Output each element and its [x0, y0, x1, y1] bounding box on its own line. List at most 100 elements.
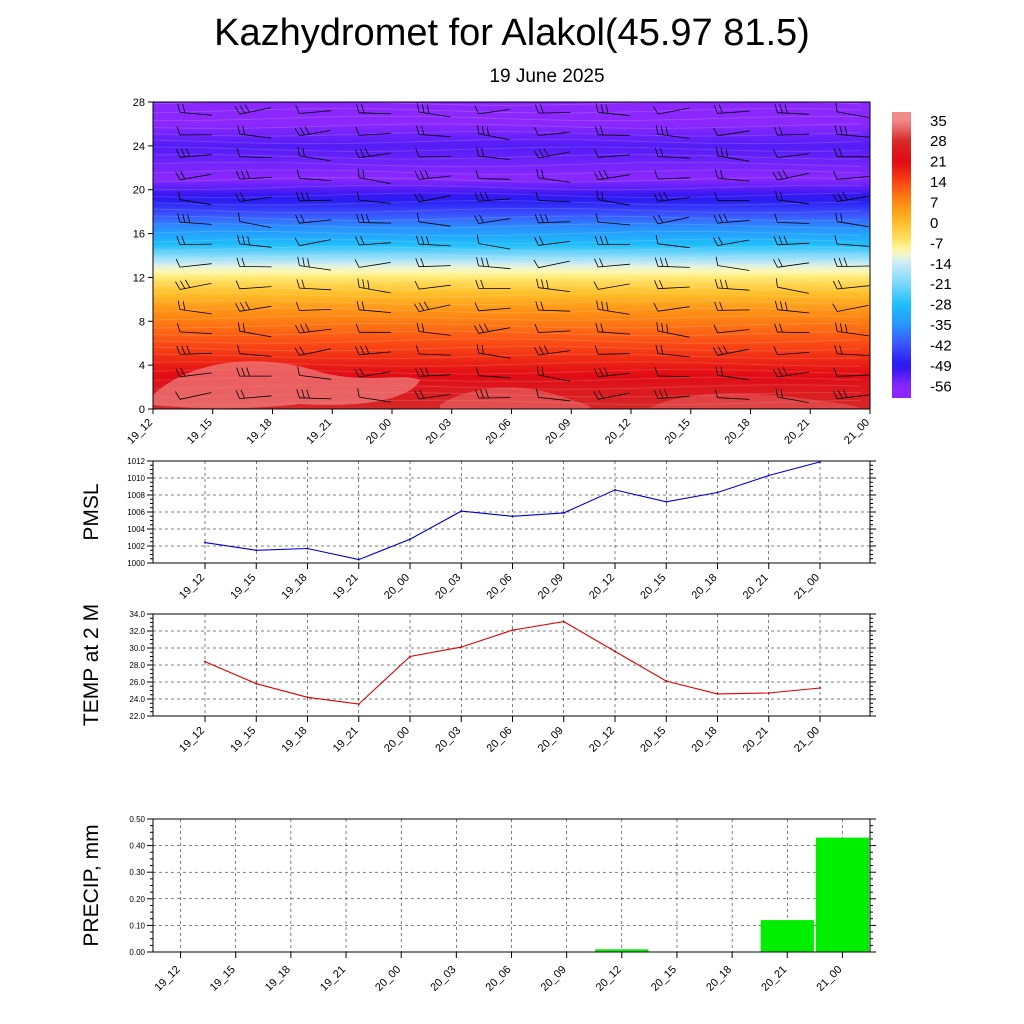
wind-barb-flag	[237, 344, 240, 354]
isotherm-line	[152, 254, 862, 260]
wind-barb-staff	[837, 176, 870, 180]
wind-barb-staff	[359, 222, 392, 224]
wind-barb-staff	[478, 307, 511, 312]
wind-barb-flag	[837, 280, 843, 289]
isotherm-line	[152, 299, 862, 306]
wind-barb-flag	[533, 150, 539, 159]
wind-barb-staff	[777, 331, 810, 334]
wind-barb-flag	[177, 323, 181, 333]
wind-barb-staff	[359, 262, 391, 268]
wind-barb-flag	[715, 256, 719, 266]
wind-barb-flag	[414, 193, 420, 202]
wind-barb-flag	[299, 127, 305, 136]
wind-barb-flag	[605, 104, 609, 114]
wind-barb-staff	[418, 243, 451, 247]
wind-barb-staff	[837, 353, 870, 356]
wind-barb-flag	[539, 236, 544, 245]
isotherm-line	[152, 123, 862, 129]
wind-barb-flag	[474, 325, 480, 334]
data-point	[255, 549, 258, 552]
wind-barb-flag	[773, 346, 778, 355]
wind-barb-flag	[240, 192, 245, 201]
isotherm-line	[152, 177, 862, 183]
wind-barb-flag	[177, 103, 181, 113]
data-point	[562, 620, 565, 623]
wind-barb-staff	[179, 331, 212, 334]
isotherm-line	[152, 261, 862, 267]
wind-barb-flag	[242, 125, 245, 135]
wind-barb-staff	[777, 172, 809, 181]
wind-barb-flag	[176, 236, 181, 245]
wind-barb-flag	[479, 214, 484, 223]
wind-barb-flag	[300, 192, 305, 201]
wind-barb-flag	[480, 389, 484, 399]
wind-barb-staff	[538, 350, 571, 356]
data-point	[665, 680, 668, 683]
wind-barb-staff	[179, 263, 212, 268]
wind-barb-staff	[777, 286, 809, 294]
wind-barb-flag	[835, 212, 838, 222]
wind-barb-staff	[538, 260, 570, 269]
ytick-label: 1008	[127, 491, 145, 500]
isotherm-line	[153, 184, 862, 191]
wind-barb-flag	[596, 300, 599, 310]
wind-barb-staff	[777, 112, 810, 115]
wind-barb-flag	[305, 191, 310, 201]
wind-barb-flag	[601, 301, 604, 311]
wind-barb-staff	[179, 392, 212, 400]
wind-barb-flag	[426, 235, 430, 245]
heatmap-xtick-label: 20_03	[424, 417, 454, 447]
wind-barb-staff	[538, 221, 571, 224]
wind-barb-flag	[182, 104, 186, 113]
isotherm-line	[152, 238, 862, 244]
wind-barb-staff	[657, 197, 690, 202]
wind-barb-flag	[777, 368, 783, 377]
wind-barb-staff	[239, 221, 272, 228]
colorbar	[892, 112, 911, 398]
wind-barb-staff	[478, 108, 511, 115]
wind-barb-flag	[239, 105, 245, 114]
wind-barb-flag	[536, 365, 539, 376]
plot-frame	[152, 460, 871, 564]
wind-barb-flag	[838, 148, 843, 157]
heatmap-ytick-label: 12	[133, 272, 145, 284]
heatmap-xtick-label: 19_18	[245, 417, 275, 447]
wind-barb-flag	[655, 344, 659, 354]
ytick-label: 0.20	[129, 895, 145, 904]
wind-barb-flag	[832, 390, 838, 399]
wind-barb-flag	[421, 103, 425, 113]
ytick-label: 28.0	[129, 661, 145, 670]
wind-barb-flag	[484, 191, 489, 201]
wind-barb-flag	[486, 258, 489, 267]
wind-barb-flag	[713, 127, 719, 136]
xtick-label: 19_21	[331, 572, 361, 602]
wind-barb-flag	[184, 279, 191, 288]
wind-barb-staff	[657, 107, 690, 115]
wind-barb-flag	[595, 103, 599, 113]
wind-barb-staff	[717, 219, 750, 224]
isotherm-line	[152, 169, 862, 175]
xtick-label: 20_09	[539, 964, 569, 994]
y-axis-label: PMSL	[80, 483, 103, 540]
wind-barb-flag	[773, 126, 778, 136]
wind-barb-staff	[478, 198, 511, 202]
wind-barb-staff	[657, 286, 690, 290]
wind-barb-staff	[359, 199, 392, 204]
wind-barb-flag	[424, 170, 430, 179]
wind-barb-flag	[715, 366, 719, 376]
wind-barb-flag	[237, 322, 241, 332]
wind-barb-staff	[359, 309, 392, 313]
wind-barb-staff	[478, 265, 511, 270]
wind-barb-staff	[418, 111, 451, 118]
precip-bar	[760, 920, 814, 952]
wind-barb-staff	[299, 199, 332, 202]
wind-barb-flag	[414, 280, 420, 290]
wind-barb-staff	[418, 284, 451, 290]
wind-barb-flag	[837, 389, 843, 399]
wind-barb-flag	[481, 345, 484, 355]
xtick-label: 20_06	[485, 725, 515, 755]
colorbar-label: 28	[930, 133, 947, 150]
heatmap-ytick-label: 0	[139, 404, 145, 416]
ytick-label: 34.0	[129, 610, 145, 619]
wind-barb-flag	[778, 236, 783, 245]
